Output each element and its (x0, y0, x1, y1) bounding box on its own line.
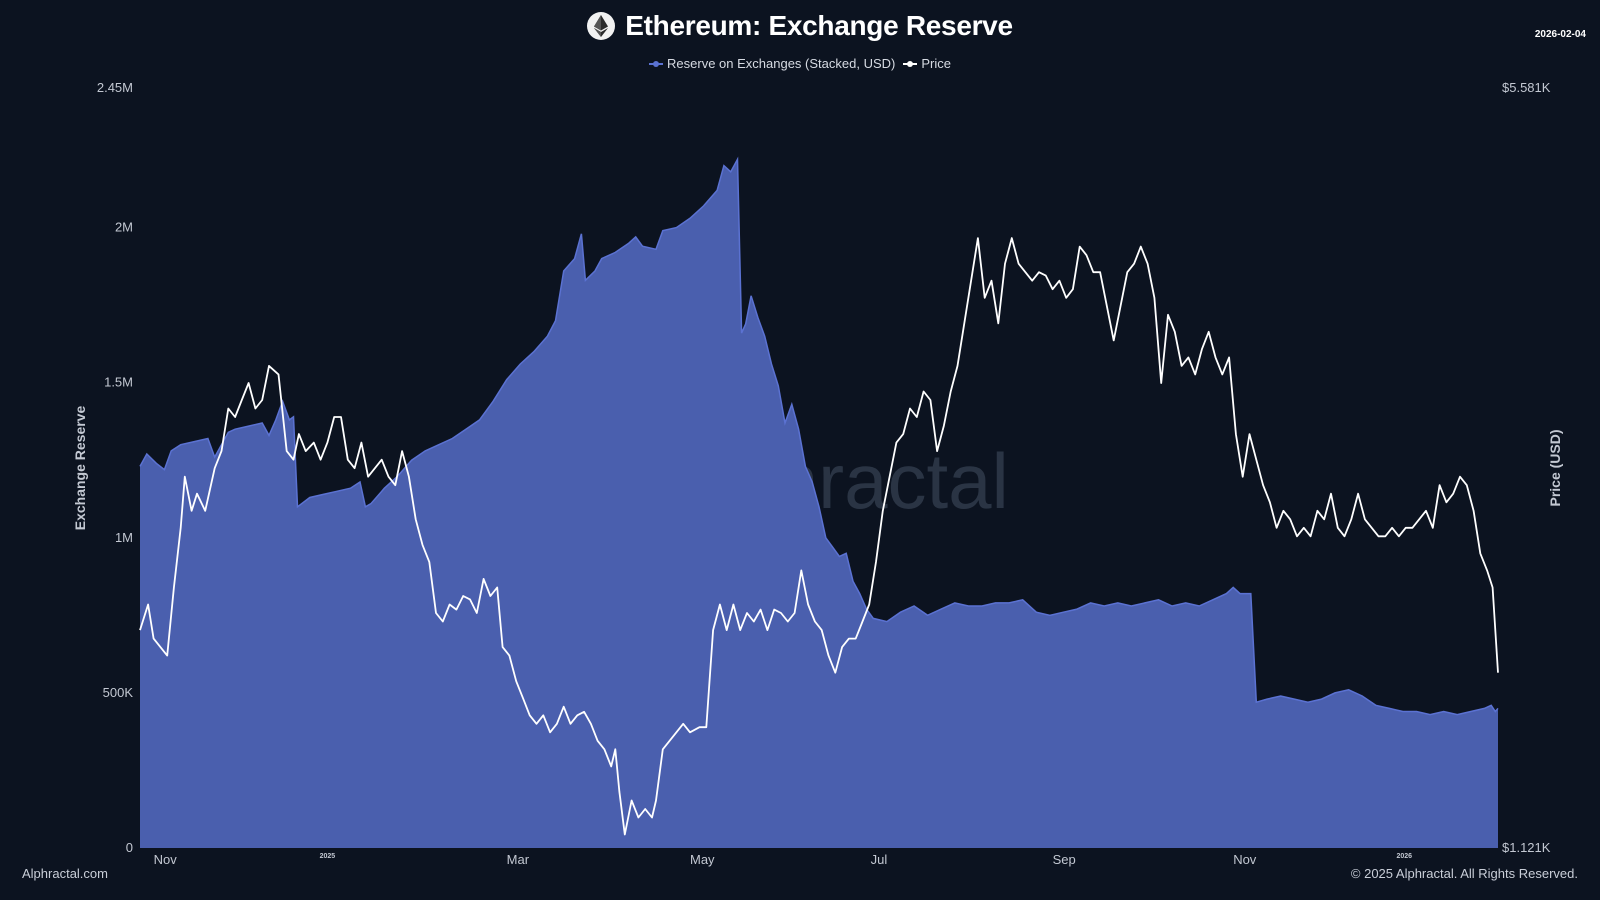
y-right-tick-label: $1.121K (1502, 840, 1551, 855)
x-tick-label: May (690, 852, 715, 867)
chart-title: Ethereum: Exchange Reserve (625, 10, 1013, 41)
y-left-tick-label: 500K (103, 685, 134, 700)
x-tick-label: Mar (507, 852, 530, 867)
footer-copyright: © 2025 Alphractal. All Rights Reserved. (1350, 866, 1578, 881)
x-ticks: Nov Mar May Jul Sep Nov 2025 2026 (154, 852, 1413, 867)
price-marker-icon (903, 59, 918, 69)
ethereum-logo-icon (587, 12, 616, 40)
legend-item-price[interactable]: Price (903, 56, 951, 71)
chart-date: 2026-02-04 (1534, 29, 1586, 40)
price-line (139, 237, 1499, 836)
y-left-tick-label: 0 (126, 840, 133, 855)
y-left-tick-label: 1.5M (104, 375, 133, 390)
chart-legend: Reserve on Exchanges (Stacked, USD) Pric… (0, 56, 1600, 71)
x-tick-label: Jul (871, 852, 888, 867)
y-right-ticks: $1.121K $5.581K (1502, 80, 1551, 855)
y-right-tick-label: $5.581K (1502, 80, 1551, 95)
reserve-area (140, 159, 1498, 849)
reserve-marker-icon (649, 59, 664, 69)
x-tick-label: Nov (154, 852, 178, 867)
legend-item-reserve[interactable]: Reserve on Exchanges (Stacked, USD) (649, 56, 895, 71)
x-year-label: 2026 (1397, 853, 1413, 860)
x-tick-label: Sep (1053, 852, 1076, 867)
plot-area (139, 156, 1499, 849)
reserve-top-line (139, 156, 1499, 716)
x-tick-label: Nov (1233, 852, 1257, 867)
y-right-axis-title: Price (USD) (1547, 429, 1563, 506)
chart-header: Ethereum: Exchange Reserve (0, 10, 1600, 42)
footer-site: Alphractal.com (22, 866, 108, 881)
y-left-axis-title: Exchange Reserve (72, 406, 88, 531)
y-left-tick-label: 1M (115, 530, 133, 545)
legend-label-reserve: Reserve on Exchanges (Stacked, USD) (667, 56, 896, 71)
x-year-label: 2025 (320, 853, 336, 860)
y-left-tick-label: 2.45M (97, 80, 133, 95)
y-left-tick-label: 2M (115, 220, 133, 235)
y-left-ticks: 0 500K 1M 1.5M 2M 2.45M (97, 80, 133, 855)
legend-label-price: Price (921, 56, 951, 71)
